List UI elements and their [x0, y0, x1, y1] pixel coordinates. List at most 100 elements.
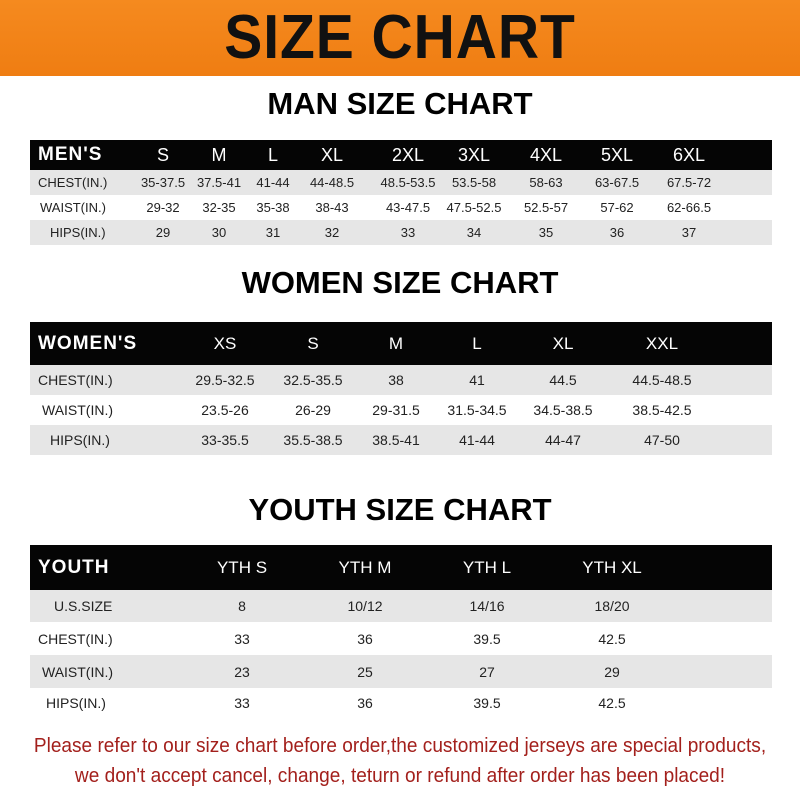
table-cell: 47.5-52.5 — [446, 200, 502, 215]
table-cell: 37 — [681, 225, 697, 240]
table-cell: 44.5-48.5 — [632, 372, 692, 388]
footer-notice-line-1: Please refer to our size chart before or… — [33, 734, 767, 757]
men-size-table: MEN'S S M L XL 2XL 3XL 4XL 5XL 6XL CHEST(IN.) 35-37… — [30, 140, 772, 245]
row-label: HIPS(IN.) — [50, 225, 106, 240]
table-row: HIPS(IN.) 33 36 39.5 42.5 — [30, 688, 772, 718]
footer-notice-line-2: we don't accept cancel, change, teturn o… — [74, 764, 726, 787]
table-cell: 33 — [400, 225, 416, 240]
table-cell: 29-31.5 — [372, 402, 420, 418]
table-cell: 14/16 — [469, 598, 505, 614]
table-cell: 35-37.5 — [140, 175, 186, 190]
row-label: U.S.SIZE — [54, 598, 113, 614]
table-header-row: WOMEN'S XS S M L XL XXL — [30, 322, 772, 365]
table-cell: 35 — [538, 225, 554, 240]
table-row: HIPS(IN.) 33-35.5 35.5-38.5 38.5-41 41-44 44-… — [30, 425, 772, 455]
table-cell: 34 — [466, 225, 482, 240]
table-cell: 39.5 — [473, 695, 501, 711]
header-label: YOUTH — [38, 556, 110, 578]
table-cell: 36 — [357, 630, 373, 647]
table-header-row: YOUTH YTH S YTH M YTH L YTH XL — [30, 545, 772, 590]
size-header: L — [267, 144, 279, 165]
row-label: WAIST(IN.) — [42, 402, 114, 418]
table-cell: 18/20 — [594, 598, 630, 614]
size-header: M — [388, 333, 404, 353]
table-cell: 33 — [234, 630, 250, 647]
table-cell: 62-66.5 — [666, 200, 712, 215]
table-cell: 29.5-32.5 — [195, 372, 255, 388]
table-cell: 47-50 — [644, 432, 680, 448]
size-header: YTH M — [338, 557, 392, 577]
table-cell: 52.5-57 — [523, 200, 569, 215]
row-label: HIPS(IN.) — [46, 695, 106, 711]
table-cell: 29 — [604, 663, 620, 680]
size-header: S — [156, 144, 170, 165]
table-cell: 35-38 — [256, 200, 290, 215]
table-cell: 33-35.5 — [201, 432, 249, 448]
table-cell: 58-63 — [529, 175, 563, 190]
table-cell: 57-62 — [600, 200, 634, 215]
table-row: WAIST(IN.) 29-32 32-35 35-38 38-43 43-47.5 47.… — [30, 195, 772, 220]
size-header: YTH L — [462, 557, 512, 577]
table-cell: 41-44 — [256, 175, 290, 190]
table-cell: 36 — [357, 695, 373, 711]
women-section-title: WOMEN SIZE CHART — [241, 265, 559, 300]
table-cell: 48.5-53.5 — [380, 175, 436, 190]
table-cell: 31 — [265, 225, 281, 240]
table-cell: 53.5-58 — [451, 175, 497, 190]
size-header: 4XL — [529, 144, 563, 165]
size-header: XS — [213, 333, 237, 353]
table-cell: 8 — [238, 598, 246, 614]
table-cell: 33 — [234, 695, 250, 711]
table-cell: 44-48.5 — [309, 175, 355, 190]
row-label: WAIST(IN.) — [40, 200, 106, 215]
table-cell: 32 — [324, 225, 340, 240]
row-label: CHEST(IN.) — [38, 630, 113, 647]
table-row: U.S.SIZE 8 10/12 14/16 18/20 — [30, 590, 772, 622]
table-cell: 30 — [211, 225, 227, 240]
table-cell: 44.5 — [549, 372, 577, 388]
table-cell: 67.5-72 — [666, 175, 712, 190]
size-header: 5XL — [600, 144, 634, 165]
table-cell: 29 — [155, 225, 171, 240]
table-row: CHEST(IN.) 35-37.5 37.5-41 41-44 44-48.5 48.5… — [30, 170, 772, 195]
size-header: 6XL — [672, 144, 706, 165]
men-section-title: MAN SIZE CHART — [267, 86, 533, 121]
table-cell: 32.5-35.5 — [283, 372, 343, 388]
banner: SIZE CHART — [0, 0, 800, 76]
table-cell: 42.5 — [598, 630, 626, 647]
size-header: XXL — [645, 333, 679, 353]
table-cell: 27 — [479, 663, 495, 680]
youth-size-table: YOUTH YTH S YTH M YTH L YTH XL U.S.SIZE 8 10/12… — [30, 545, 772, 718]
banner-title: SIZE CHART — [224, 3, 576, 72]
size-header: 3XL — [457, 144, 491, 165]
row-label: WAIST(IN.) — [42, 663, 114, 680]
header-label: MEN'S — [38, 144, 103, 165]
table-cell: 43-47.5 — [385, 200, 431, 215]
header-label: WOMEN'S — [38, 332, 138, 354]
size-header: 2XL — [391, 144, 425, 165]
table-row: HIPS(IN.) 29 30 31 32 33 34 35 36 37 — [30, 220, 772, 245]
table-cell: 36 — [609, 225, 625, 240]
size-header: S — [307, 333, 319, 353]
table-cell: 41 — [469, 372, 485, 388]
table-cell: 39.5 — [473, 630, 501, 647]
table-cell: 34.5-38.5 — [533, 402, 593, 418]
table-cell: 29-32 — [146, 200, 180, 215]
table-cell: 26-29 — [295, 402, 331, 418]
size-header: XL — [320, 144, 344, 165]
row-label: HIPS(IN.) — [50, 432, 110, 448]
table-cell: 31.5-34.5 — [447, 402, 507, 418]
table-cell: 23 — [234, 663, 250, 680]
table-cell: 38.5-42.5 — [632, 402, 692, 418]
row-label: CHEST(IN.) — [38, 372, 113, 388]
size-header: M — [211, 144, 227, 165]
table-header-row: MEN'S S M L XL 2XL 3XL 4XL 5XL 6XL — [30, 140, 772, 170]
table-cell: 44-47 — [545, 432, 581, 448]
table-cell: 38 — [388, 372, 404, 388]
youth-section-title: YOUTH SIZE CHART — [248, 492, 552, 527]
table-cell: 32-35 — [202, 200, 236, 215]
table-cell: 38.5-41 — [372, 432, 420, 448]
table-cell: 37.5-41 — [196, 175, 242, 190]
row-label: CHEST(IN.) — [38, 175, 108, 190]
size-header: XL — [552, 333, 574, 353]
